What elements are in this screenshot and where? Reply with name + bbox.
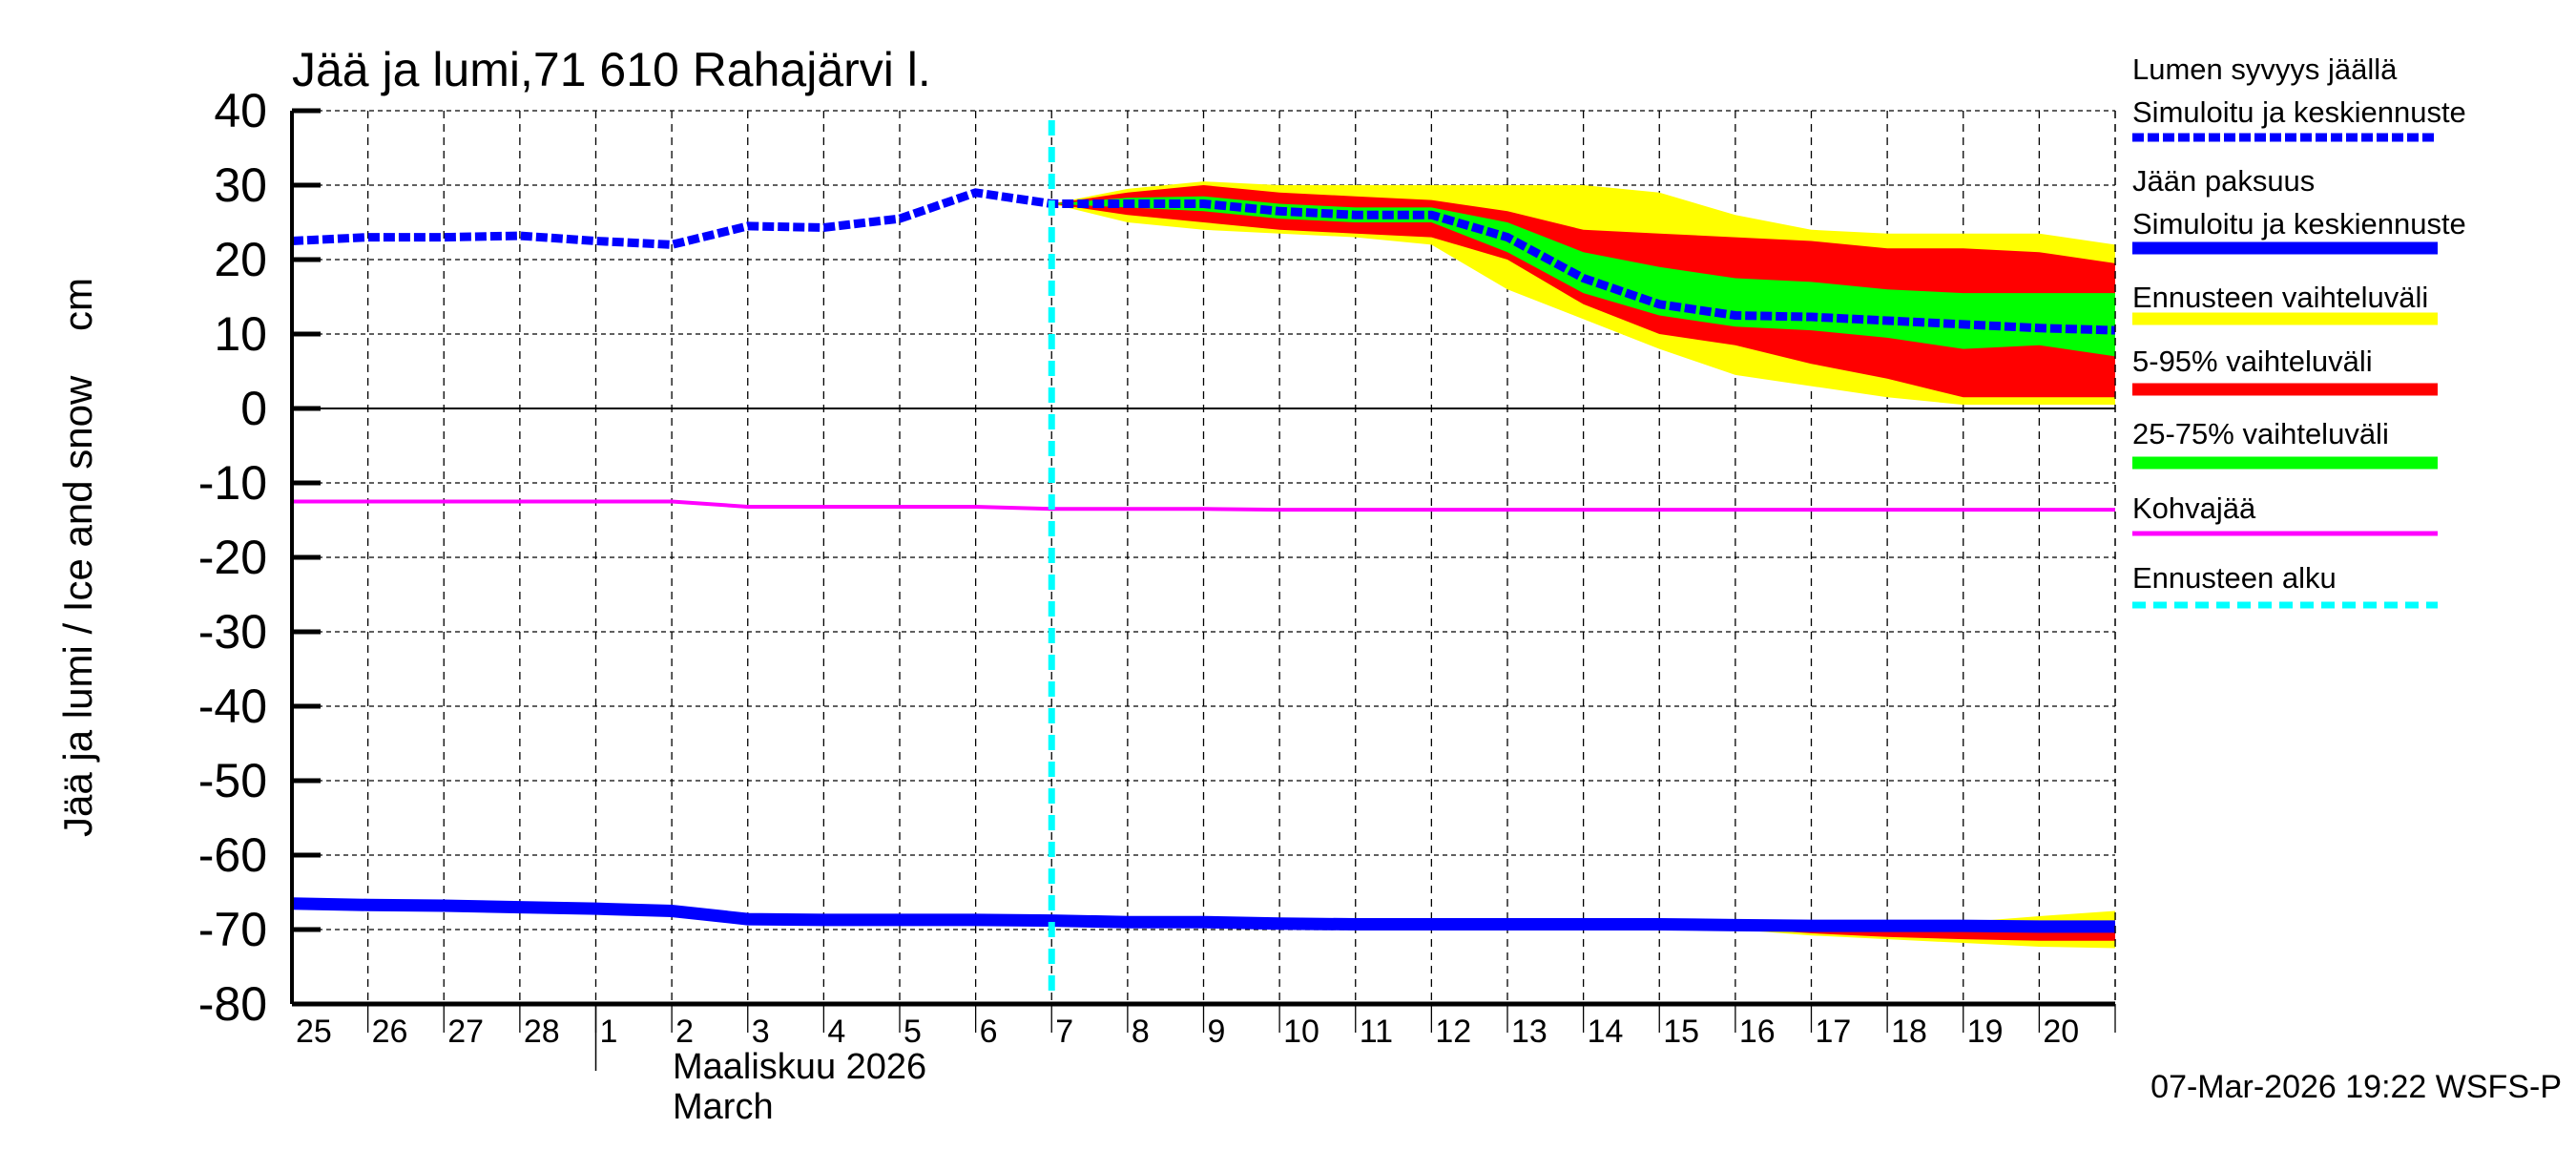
- x-tick-label: 15: [1663, 1014, 1699, 1050]
- y-tick-label: -20: [198, 531, 267, 584]
- snow-depth-line: [291, 188, 2116, 335]
- y-tick-label: 20: [214, 233, 267, 286]
- ice-thickness-line: [291, 897, 2115, 933]
- y-tick-label: 10: [214, 307, 267, 361]
- legend-label: Ennusteen alku: [2132, 561, 2337, 595]
- legend: Lumen syvyys jäällä Simuloitu ja keskienn…: [2132, 52, 2466, 609]
- x-tick-label: 7: [1055, 1014, 1073, 1050]
- x-tick-label: 16: [1739, 1014, 1776, 1050]
- legend-label: Simuloitu ja keskiennuste: [2132, 95, 2466, 129]
- x-tick-label: 18: [1891, 1014, 1927, 1050]
- x-tick-label: 4: [827, 1014, 845, 1050]
- y-tick-label: -80: [198, 977, 267, 1031]
- y-tick-label: -60: [198, 828, 267, 882]
- legend-label: Kohvajää: [2132, 491, 2256, 525]
- legend-label: Simuloitu ja keskiennuste: [2132, 207, 2466, 240]
- y-tick-label: -40: [198, 680, 267, 733]
- y-tick-label: 40: [214, 84, 267, 137]
- x-tick-label: 10: [1283, 1014, 1319, 1050]
- x-tick-label: 19: [1967, 1014, 2004, 1050]
- x-month-label: Maaliskuu 2026: [673, 1047, 926, 1087]
- y-tick-label: -30: [198, 605, 267, 659]
- chart-title: Jää ja lumi,71 610 Rahajärvi l.: [292, 43, 931, 96]
- y-tick-label: 30: [214, 158, 267, 212]
- x-tick-label: 5: [904, 1014, 922, 1050]
- x-tick-label: 26: [372, 1014, 408, 1050]
- legend-label: Ennusteen vaihteluväli: [2132, 281, 2428, 314]
- timestamp: 07-Mar-2026 19:22 WSFS-P: [2150, 1069, 2562, 1105]
- slush-ice-line: [292, 499, 2115, 512]
- x-tick-label: 2: [675, 1014, 694, 1050]
- y-tick-label: -50: [198, 754, 267, 807]
- x-tick-label: 3: [752, 1014, 770, 1050]
- x-tick-label: 11: [1360, 1014, 1393, 1050]
- x-tick-label: 6: [980, 1014, 998, 1050]
- legend-label: Jään paksuus: [2132, 164, 2315, 198]
- x-tick-label: 9: [1208, 1014, 1226, 1050]
- y-axis-label: Jää ja lumi / Ice and snow cm: [55, 278, 100, 837]
- x-tick-label: 27: [447, 1014, 484, 1050]
- legend-label: Lumen syvyys jäällä: [2132, 52, 2398, 86]
- y-tick-label: -70: [198, 903, 267, 956]
- x-tick-label: 14: [1588, 1014, 1624, 1050]
- x-tick-label: 20: [2043, 1014, 2079, 1050]
- x-tick-label: 12: [1435, 1014, 1471, 1050]
- x-tick-label: 1: [600, 1014, 618, 1050]
- legend-label: 25-75% vaihteluväli: [2132, 417, 2389, 450]
- x-tick-label: 17: [1816, 1014, 1852, 1050]
- x-tick-label: 28: [524, 1014, 560, 1050]
- x-tick-label: 8: [1132, 1014, 1150, 1050]
- x-month-label-en: March: [673, 1087, 774, 1127]
- x-tick-label: 25: [296, 1014, 332, 1050]
- legend-label: 5-95% vaihteluväli: [2132, 345, 2373, 378]
- y-tick-label: -10: [198, 456, 267, 510]
- series-lines: [291, 120, 2116, 1004]
- y-tick-label: 0: [240, 382, 267, 435]
- x-tick-label: 13: [1511, 1014, 1548, 1050]
